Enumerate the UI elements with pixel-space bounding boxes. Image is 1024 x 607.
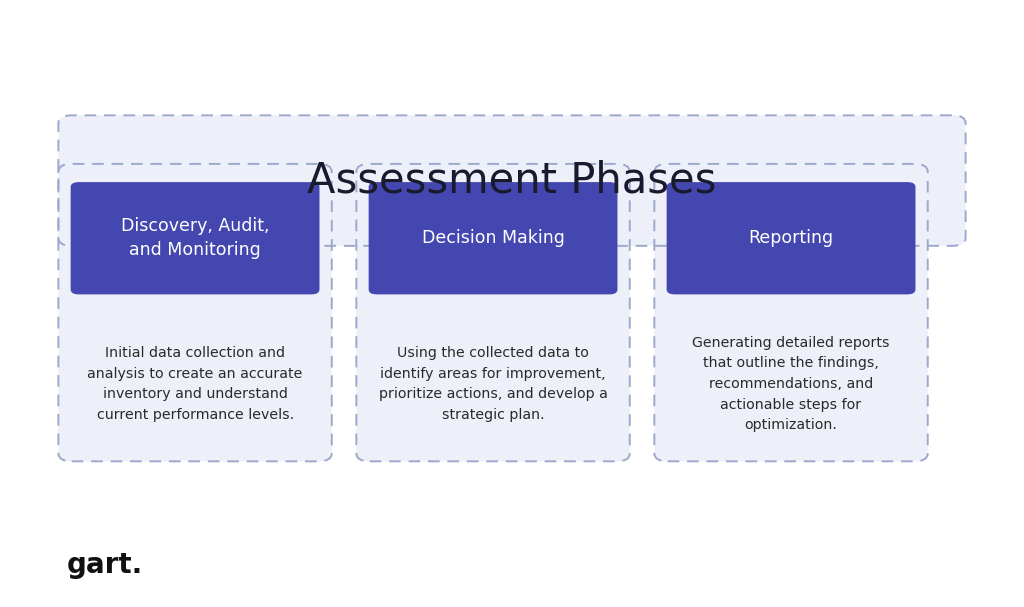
- Text: Initial data collection and
analysis to create an accurate
inventory and underst: Initial data collection and analysis to …: [87, 346, 303, 422]
- Text: Using the collected data to
identify areas for improvement,
prioritize actions, : Using the collected data to identify are…: [379, 346, 607, 422]
- FancyBboxPatch shape: [58, 115, 966, 246]
- Text: Assessment Phases: Assessment Phases: [307, 160, 717, 202]
- FancyBboxPatch shape: [71, 182, 319, 294]
- Text: Generating detailed reports
that outline the findings,
recommendations, and
acti: Generating detailed reports that outline…: [692, 336, 890, 432]
- FancyBboxPatch shape: [356, 164, 630, 461]
- Text: Decision Making: Decision Making: [422, 229, 564, 247]
- Text: gart.: gart.: [67, 551, 142, 578]
- FancyBboxPatch shape: [369, 182, 617, 294]
- FancyBboxPatch shape: [654, 164, 928, 461]
- Text: Reporting: Reporting: [749, 229, 834, 247]
- FancyBboxPatch shape: [58, 164, 332, 461]
- FancyBboxPatch shape: [667, 182, 915, 294]
- Text: Discovery, Audit,
and Monitoring: Discovery, Audit, and Monitoring: [121, 217, 269, 259]
